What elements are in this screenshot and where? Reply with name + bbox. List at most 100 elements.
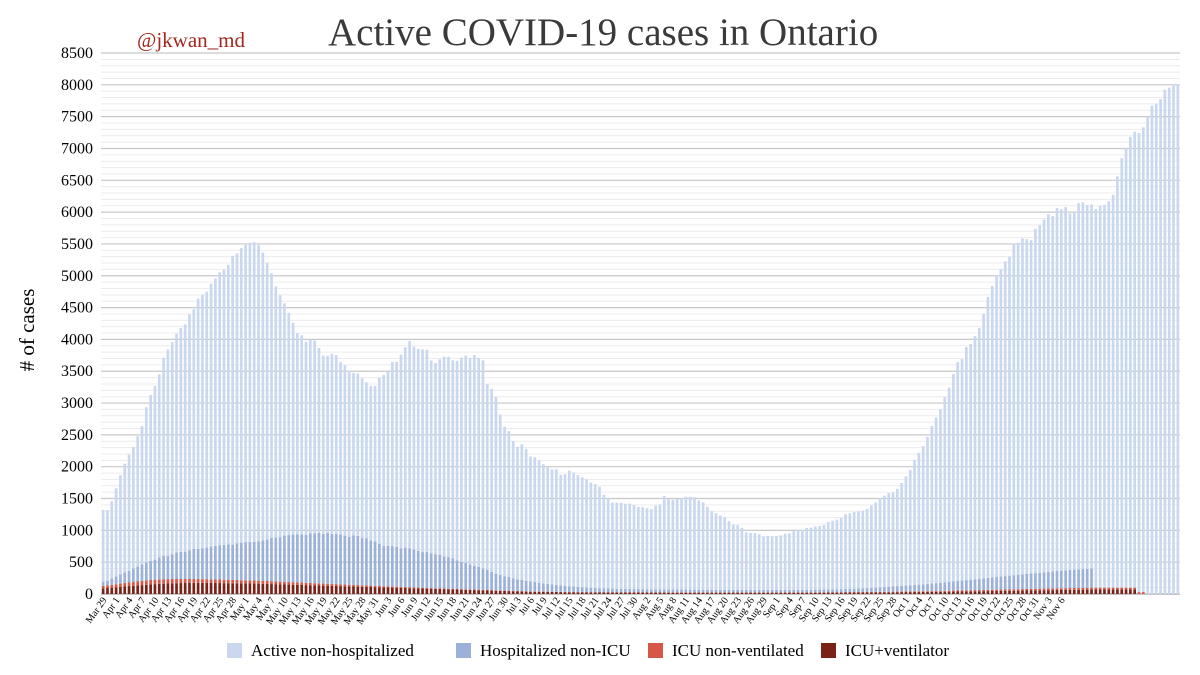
bar-segment [947,581,951,591]
bar-segment [1051,588,1055,591]
bar-segment [1172,85,1175,595]
bar-segment [641,592,644,594]
bar-segment [861,592,865,594]
bar-segment [153,559,157,580]
bar-segment [611,502,614,589]
bar-segment [762,536,765,590]
bar-segment [244,580,247,584]
bar-segment [252,242,256,542]
bar-segment [757,534,761,590]
y-tick-label: 500 [69,554,93,571]
bar-segment [313,585,316,594]
bar-segment [887,591,891,593]
bar-segment [671,589,675,593]
bar-segment [226,579,230,584]
bar-segment [969,343,973,580]
bar-segment [947,591,951,594]
bar-segment [1042,219,1046,573]
bar-segment [1047,571,1050,589]
bar-segment [805,527,809,590]
bar-segment [296,584,299,594]
bar-segment [688,592,692,594]
bar-segment [162,555,165,580]
bar-segment [416,587,420,589]
bar-segment [434,363,437,555]
bar-segment [360,378,364,539]
bar-segment [632,592,636,594]
bar-segment [744,589,748,593]
bar-segment [1111,194,1115,588]
bar-segment [1003,590,1007,594]
bar-segment [1098,589,1102,594]
bar-segment [132,447,135,569]
bar-segment [520,591,524,594]
bar-segment [192,309,196,549]
bar-segment [248,242,252,543]
bar-segment [1068,569,1072,589]
bar-segment [304,585,308,594]
bar-segment [278,584,282,594]
bar-segment [352,584,355,587]
bar-segment [321,583,325,586]
bar-segment [999,589,1003,591]
bar-segment [999,576,1003,590]
bar-segment [170,554,174,579]
bar-segment [270,581,273,585]
bar-segment [710,592,714,594]
bar-segment [1051,590,1055,594]
bar-segment [382,546,386,587]
bar-segment [231,544,234,580]
bar-segment [1012,590,1016,594]
bar-segment [960,591,964,594]
bar-segment [166,579,170,584]
bar-segment [1163,89,1167,594]
y-tick-label: 1000 [61,522,93,539]
bar-segment [908,469,912,586]
bar-segment [1003,589,1007,591]
bar-segment [1072,213,1076,570]
bar-segment [270,584,273,594]
bar-segment [887,592,891,594]
bar-segment [977,328,981,579]
y-tick-label: 3500 [61,363,93,380]
bar-segment [334,584,338,586]
bar-segment [511,440,515,579]
y-tick-label: 5500 [61,236,93,253]
bar-segment [1141,592,1145,594]
bar-segment [956,591,960,594]
bar-segment [926,591,929,592]
bar-segment [226,544,230,580]
bar-segment [813,526,817,590]
legend-label: Hospitalized non-ICU [480,641,631,660]
bar-segment [706,506,709,590]
bar-segment [615,588,619,593]
bar-segment [481,360,485,569]
bar-segment [378,543,381,586]
bar-segment [913,584,916,592]
bar-segment [386,586,390,588]
bar-segment [934,591,938,594]
bar-segment [218,272,222,546]
bar-segment [813,592,817,594]
bar-segment [900,585,903,592]
bar-segment [926,591,929,594]
bar-segment [693,592,696,594]
bar-segment [757,589,761,593]
bar-segment [265,581,269,584]
bar-segment [516,446,519,580]
bar-segment [684,592,688,594]
bar-segment [175,333,178,553]
bar-segment [356,373,360,536]
bar-segment [477,589,480,591]
bar-segment [162,583,165,594]
bar-segment [119,583,122,587]
bar-segment [533,581,537,592]
bar-segment [265,583,269,594]
bar-segment [261,583,265,594]
bar-segment [330,353,334,534]
bar-segment [990,591,994,594]
bar-segment [995,590,998,594]
bar-segment [1094,589,1098,594]
bar-segment [1116,587,1119,590]
bar-segment [382,587,386,594]
